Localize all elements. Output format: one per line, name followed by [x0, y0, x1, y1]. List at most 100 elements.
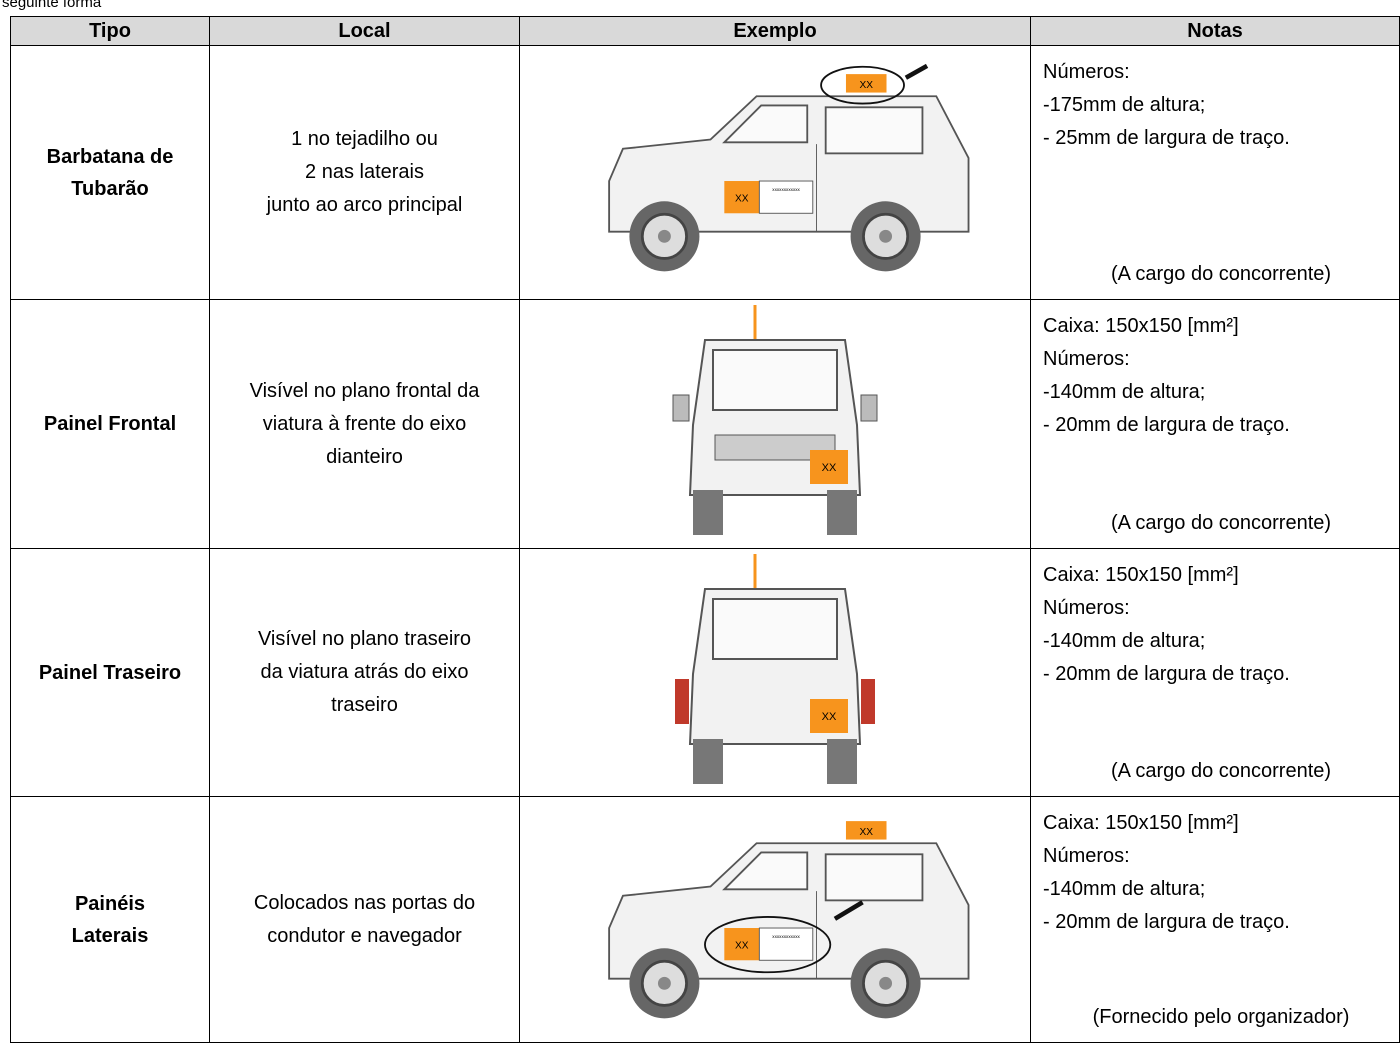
fin [845, 821, 887, 840]
local-cell: Colocados nas portas do condutor e navega… [209, 796, 520, 1043]
header-cell: Tipo [10, 16, 210, 46]
note-line: - 20mm de largura de traço. [1043, 663, 1290, 685]
header-row: Tipo Local Exemplo Notas [10, 16, 1400, 46]
window [712, 597, 838, 660]
note-line: -140mm de altura; [1043, 878, 1206, 900]
local-line: traseiro [331, 694, 398, 716]
window [712, 349, 838, 411]
local-line: 2 nas laterais [305, 161, 424, 183]
vehicle-illustration: XX XX xxxxxxxxxxxx [608, 63, 970, 272]
example-cell: XX XX xxxxxxxxxxxx [519, 796, 1031, 1043]
tipo-line: Painéis [74, 892, 146, 915]
tipo-line: Laterais [71, 924, 149, 947]
table-row: Painel Traseiro Visível no plano traseiro… [10, 548, 1400, 797]
note-final: (A cargo do concorrente) [1110, 512, 1332, 534]
tipo-line: Tubarão [71, 177, 149, 200]
tipo-cell: Painel Traseiro [10, 548, 210, 797]
note-line: -140mm de altura; [1043, 630, 1206, 652]
vehicle-side: XX XX xxxxxxxxxxxx [608, 821, 970, 1019]
hub [657, 976, 671, 990]
panel [810, 698, 848, 733]
tipo-cell: Painel Frontal [10, 299, 210, 549]
window [722, 104, 809, 144]
mirror [860, 394, 878, 422]
hub [879, 976, 893, 990]
note-final: (A cargo do concorrente) [1110, 263, 1332, 285]
panel-label: XX [822, 462, 837, 474]
table: Tipo Local Exemplo Notas Barbatana de Tub… [10, 16, 1400, 1043]
local-line: Visível no plano traseiro [257, 628, 472, 650]
local-line: 1 no tejadilho ou [291, 128, 438, 150]
table-row: Painéis Laterais Colocados nas portas do co… [10, 796, 1400, 1043]
vehicle-illustration: XX [675, 553, 875, 784]
hub [879, 229, 893, 243]
example-cell: XX [519, 299, 1031, 549]
notes-cell: Números: -175mm de altura; - 25mm de largu… [1030, 45, 1400, 300]
local-cell: Visível no plano frontal da viatura à fre… [209, 299, 520, 549]
window [824, 853, 924, 902]
tire [693, 738, 723, 784]
local-line: dianteiro [326, 445, 403, 468]
door-panel [724, 181, 760, 214]
notes: Caixa: 150x150 [mm²] Números: -140mm de al… [1031, 549, 1399, 796]
notes: Caixa: 150x150 [mm²] Números: -140mm de al… [1031, 797, 1399, 1042]
local-line: da viatura atrás do eixo [260, 661, 469, 683]
note-line: -175mm de altura; [1043, 94, 1206, 116]
note-line: -140mm de altura; [1043, 381, 1206, 403]
local-line: Colocados nas portas do [253, 891, 476, 914]
arrow [833, 900, 864, 921]
tipo-line: Painel Frontal [43, 413, 177, 435]
light [675, 678, 689, 724]
note-final: (A cargo do concorrente) [1110, 760, 1332, 782]
window [722, 851, 809, 891]
notes-cell: Caixa: 150x150 [mm²] Números: -140mm de al… [1030, 299, 1400, 549]
tire [827, 738, 857, 784]
hub [657, 229, 671, 243]
note-line: Números: [1043, 845, 1130, 867]
name-plate [758, 927, 814, 961]
tipo-line: Painel Traseiro [38, 661, 182, 684]
vehicle-illustration: XX XX xxxxxxxxxxxx [608, 821, 970, 1019]
panel-label: XX [822, 711, 837, 723]
tire [693, 490, 723, 535]
example-cell: XX [519, 548, 1031, 797]
note-line: Caixa: 150x150 [mm²] [1043, 315, 1239, 337]
note-line: Caixa: 150x150 [mm²] [1043, 564, 1239, 586]
light [861, 678, 875, 724]
note-final: (Fornecido pelo organizador) [1092, 1006, 1350, 1028]
fin-label: XX [859, 80, 873, 91]
local-cell: Visível no plano traseiro da viatura atrá… [209, 548, 520, 797]
note-line: - 25mm de largura de traço. [1043, 127, 1290, 149]
note-line: Números: [1043, 61, 1130, 83]
vehicle-illustration: XX [672, 305, 878, 535]
header-cell: Exemplo [519, 16, 1031, 46]
fin [845, 74, 887, 93]
notes-cell: Caixa: 150x150 [mm²] Números: -140mm de al… [1030, 548, 1400, 797]
notes: Números: -175mm de altura; - 25mm de largu… [1031, 46, 1399, 299]
panel [810, 450, 848, 484]
plate-label: xxxxxxxxxxxx [772, 934, 800, 939]
arrow [904, 63, 929, 80]
vehicle-end: XX [675, 553, 875, 784]
notes: Caixa: 150x150 [mm²] Números: -140mm de al… [1031, 300, 1399, 548]
local-cell: 1 no tejadilho ou 2 nas laterais junto ao … [209, 45, 520, 300]
local-line: viatura à frente do eixo [262, 412, 467, 435]
mirror [672, 394, 690, 422]
door-panel [724, 928, 760, 961]
table-row: Painel Frontal Visível no plano frontal d… [10, 299, 1400, 549]
header-cell: Local [209, 16, 520, 46]
fin-label: XX [859, 827, 873, 838]
tipo-line: Barbatana de [46, 145, 174, 168]
local-line: condutor e navegador [267, 924, 462, 947]
name-plate [758, 180, 814, 214]
plate-label: xxxxxxxxxxxx [772, 187, 800, 192]
local-line: junto ao arco principal [266, 194, 463, 216]
vehicle-end: XX [672, 305, 878, 535]
door-label: XX [735, 940, 749, 951]
tire [827, 490, 857, 535]
vehicle-side: XX XX xxxxxxxxxxxx [608, 63, 970, 272]
local-line: Visível no plano frontal da [249, 379, 480, 402]
note-line: Números: [1043, 348, 1130, 370]
header-cell: Notas [1030, 16, 1400, 46]
